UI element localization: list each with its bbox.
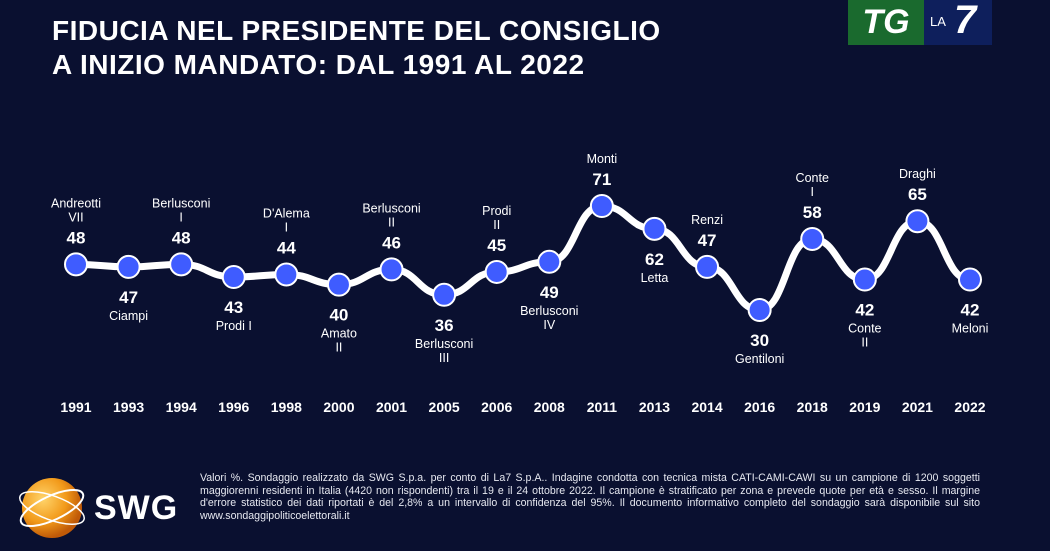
marker-layer: [64, 194, 982, 322]
x-tick-label: 2006: [481, 399, 512, 415]
chart-title-line-2: A INIZIO MANDATO: DAL 1991 AL 2022: [52, 49, 585, 80]
point-name-label: I: [285, 220, 288, 234]
point-name-label: Berlusconi: [520, 304, 578, 318]
data-point: [852, 267, 877, 292]
x-tick-label: 2011: [587, 399, 618, 415]
point-name-label: I: [810, 185, 813, 199]
data-point: [958, 267, 982, 292]
tg-la7-logo: TG LA 7: [848, 0, 992, 45]
tg-logo-text: TG: [848, 0, 924, 45]
x-tick-label: 1998: [271, 399, 302, 415]
la7-logo-seven: 7: [954, 0, 977, 42]
data-point: [379, 257, 404, 282]
point-name-label: Amato: [321, 327, 357, 341]
point-name-label: Draghi: [899, 167, 936, 181]
point-name-label: IV: [543, 318, 555, 332]
x-tick-label: 2022: [954, 399, 985, 415]
point-name-label: I: [179, 210, 182, 224]
label-layer: 48AndreottiVII47Ciampi48BerlusconiI43Pro…: [51, 152, 988, 366]
point-name-label: Prodi: [482, 204, 511, 218]
data-label: 49: [540, 283, 559, 302]
x-tick-label: 1996: [218, 399, 249, 415]
data-point: [116, 254, 141, 279]
point-name-label: II: [335, 341, 342, 355]
x-tick-label: 2013: [639, 399, 670, 415]
data-label: 45: [487, 236, 506, 255]
chart-title: FIDUCIA NEL PRESIDENTE DEL CONSIGLIO A I…: [52, 14, 812, 82]
point-name-label: Gentiloni: [735, 352, 784, 366]
x-tick-label: 2021: [902, 399, 933, 415]
x-tick-label: 2014: [691, 399, 722, 415]
point-name-label: Berlusconi: [152, 196, 210, 210]
data-label: 46: [382, 233, 401, 252]
swg-logo-icon: [19, 478, 85, 538]
line-chart: 48AndreottiVII47Ciampi48BerlusconiI43Pro…: [51, 152, 988, 415]
x-axis: 1991 1993 1994 1996 1998 2000 2001 2005 2006 2008…: [60, 399, 985, 415]
x-tick-label: 2005: [429, 399, 460, 415]
data-point: [326, 272, 351, 297]
data-label: 71: [592, 170, 611, 189]
x-tick-label: 2018: [797, 399, 828, 415]
point-name-label: Berlusconi: [415, 337, 473, 351]
data-point: [64, 252, 88, 277]
data-label: 30: [750, 331, 769, 350]
series-line: [72, 202, 974, 314]
data-label: 43: [224, 298, 243, 317]
x-tick-label: 2019: [849, 399, 880, 415]
data-point: [432, 282, 457, 307]
point-name-label: Conte: [796, 171, 829, 185]
data-label: 47: [119, 288, 138, 307]
data-label: 65: [908, 185, 927, 204]
point-name-label: III: [439, 351, 449, 365]
data-label: 48: [172, 228, 191, 247]
data-point: [642, 216, 667, 241]
swg-logo-text: SWG: [94, 489, 179, 527]
point-name-label: Letta: [641, 271, 669, 285]
footnote: Valori %. Sondaggio realizzato da SWG S.…: [200, 472, 980, 522]
x-tick-label: 1993: [113, 399, 144, 415]
data-point: [221, 265, 246, 290]
la7-logo-la: LA: [930, 14, 946, 29]
chart-title-line-1: FIDUCIA NEL PRESIDENTE DEL CONSIGLIO: [52, 15, 661, 46]
x-tick-label: 2016: [744, 399, 775, 415]
point-name-label: II: [493, 218, 500, 232]
data-point: [484, 259, 509, 284]
data-point: [905, 209, 930, 234]
x-tick-label: 1994: [166, 399, 197, 415]
point-name-label: VII: [68, 210, 83, 224]
data-point: [274, 262, 299, 287]
x-tick-label: 2000: [323, 399, 354, 415]
point-name-label: Prodi I: [216, 319, 252, 333]
x-tick-label: 1991: [60, 399, 91, 415]
data-label: 42: [855, 301, 874, 320]
data-label: 36: [435, 316, 454, 335]
data-label: 40: [329, 306, 348, 325]
point-name-label: Monti: [587, 152, 618, 166]
data-label: 42: [961, 301, 980, 320]
data-point: [169, 252, 194, 277]
x-tick-label: 2008: [534, 399, 565, 415]
data-label: 62: [645, 250, 664, 269]
point-name-label: Meloni: [952, 322, 989, 336]
point-name-label: Renzi: [691, 213, 723, 227]
data-point: [695, 254, 720, 279]
line-layer: [72, 202, 974, 314]
data-label: 58: [803, 203, 822, 222]
point-name-label: D'Alema: [263, 206, 310, 220]
point-name-label: II: [861, 336, 868, 350]
data-label: 44: [277, 238, 296, 257]
point-name-label: Conte: [848, 322, 881, 336]
data-point: [800, 226, 825, 251]
data-point: [589, 194, 614, 218]
point-name-label: Ciampi: [109, 309, 148, 323]
point-name-label: Andreotti: [51, 196, 101, 210]
la7-logo: LA 7: [924, 0, 992, 45]
data-point: [537, 249, 562, 274]
data-label: 47: [698, 231, 717, 250]
data-point: [747, 298, 772, 322]
point-name-label: Berlusconi: [362, 201, 420, 215]
data-label: 48: [67, 228, 86, 247]
x-tick-label: 2001: [376, 399, 407, 415]
point-name-label: II: [388, 215, 395, 229]
